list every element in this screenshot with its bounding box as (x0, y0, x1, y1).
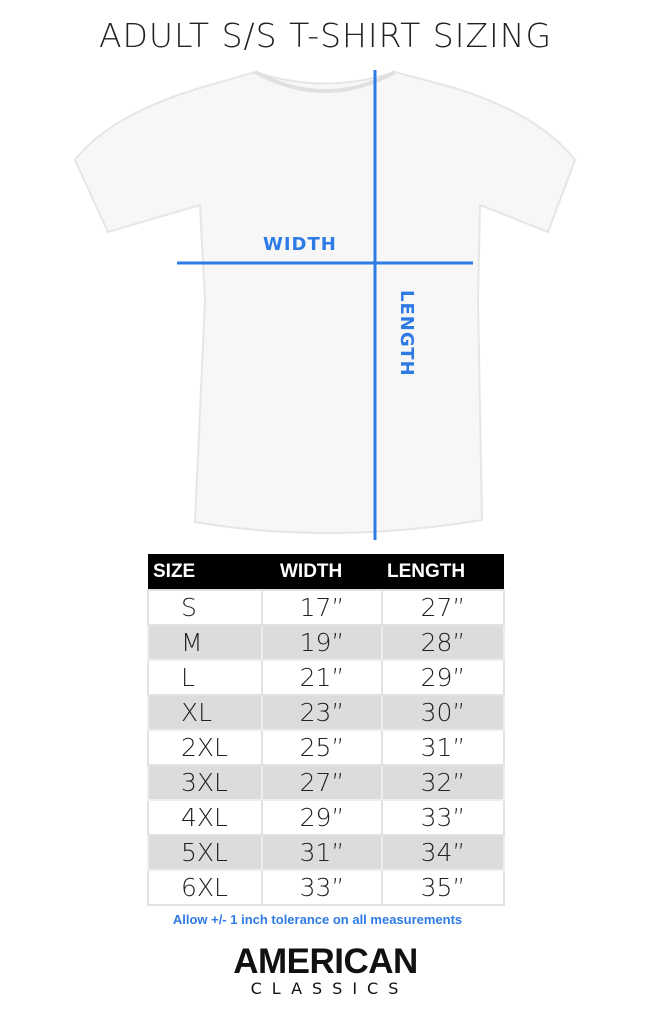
header-width: WIDTH (262, 554, 382, 590)
tshirt-shape (73, 70, 577, 534)
table-row: M 19” 28” (147, 624, 505, 661)
size-cell: 3XL (147, 764, 263, 801)
page-title: ADULT S/S T-SHIRT SIZING (98, 16, 553, 55)
brand-logo-line1: AMERICAN (233, 942, 418, 981)
table-row: 5XL 31” 34” (147, 834, 505, 871)
width-cell: 17” (261, 589, 383, 626)
width-cell: 23” (261, 694, 383, 731)
header-length: LENGTH (382, 554, 504, 590)
size-cell: 2XL (147, 729, 263, 766)
size-cell: S (147, 589, 263, 626)
table-row: L 21” 29” (147, 659, 505, 696)
size-cell: M (147, 624, 263, 661)
width-cell: 33” (261, 869, 383, 906)
tshirt-diagram (73, 70, 577, 540)
length-cell: 27” (381, 589, 505, 626)
width-cell: 19” (261, 624, 383, 661)
length-cell: 34” (381, 834, 505, 871)
length-cell: 31” (381, 729, 505, 766)
table-row: 4XL 29” 33” (147, 799, 505, 836)
table-row: 2XL 25” 31” (147, 729, 505, 766)
size-cell: XL (147, 694, 263, 731)
tolerance-note: Allow +/- 1 inch tolerance on all measur… (172, 912, 463, 927)
width-label: WIDTH (263, 234, 337, 255)
size-cell: 5XL (147, 834, 263, 871)
header-size: SIZE (148, 554, 262, 590)
table-row: S 17” 27” (147, 589, 505, 626)
size-cell: L (147, 659, 263, 696)
length-cell: 33” (381, 799, 505, 836)
table-row: XL 23” 30” (147, 694, 505, 731)
width-cell: 21” (261, 659, 383, 696)
length-cell: 35” (381, 869, 505, 906)
width-cell: 25” (261, 729, 383, 766)
length-cell: 28” (381, 624, 505, 661)
size-cell: 6XL (147, 869, 263, 906)
width-cell: 31” (261, 834, 383, 871)
brand-logo-line2: CLASSICS (250, 979, 409, 998)
size-table: SIZE WIDTH LENGTH S 17” 27” M 19” 28” L 21” 29” X… (147, 554, 505, 906)
table-row: 3XL 27” 32” (147, 764, 505, 801)
width-cell: 27” (261, 764, 383, 801)
table-row: 6XL 33” 35” (147, 869, 505, 906)
length-cell: 32” (381, 764, 505, 801)
size-cell: 4XL (147, 799, 263, 836)
length-label: LENGTH (396, 290, 417, 377)
length-cell: 29” (381, 659, 505, 696)
tshirt-collar (254, 70, 396, 93)
width-cell: 29” (261, 799, 383, 836)
length-cell: 30” (381, 694, 505, 731)
